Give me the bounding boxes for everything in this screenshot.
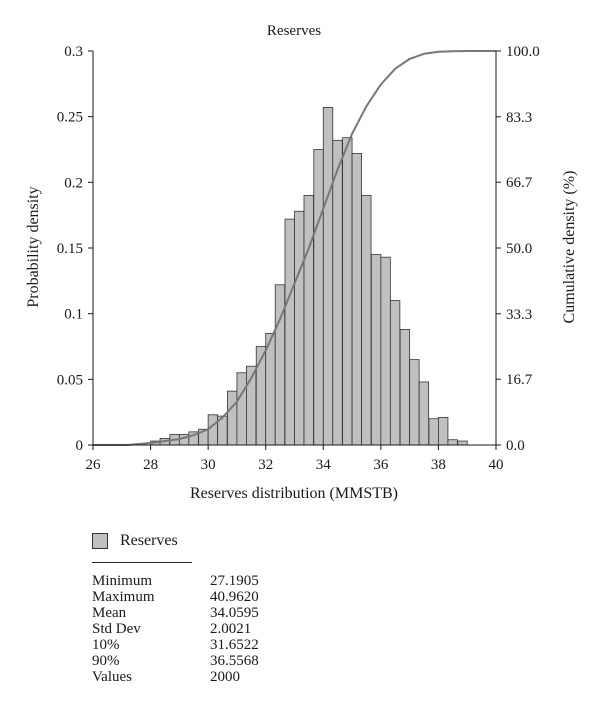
stat-row: 10% 31.6522 <box>92 637 259 653</box>
y-axis-label: Probability density <box>25 186 42 307</box>
histogram-bar-6 <box>207 414 219 446</box>
y2-tick-label-5: 83.3 <box>506 110 532 126</box>
x-tick-label-2: 30 <box>201 457 216 473</box>
x-tick-label-3: 32 <box>258 457 273 473</box>
chart-title: Reserves <box>267 23 321 39</box>
x-tick-label-6: 38 <box>431 457 446 473</box>
y-tick-label-5: 0.25 <box>57 110 83 126</box>
stat-value: 40.9620 <box>210 589 259 605</box>
chart-area: Reserves 26 28 30 32 34 36 38 40 0 0.05 0.1 0.15 0.2… <box>25 23 578 502</box>
stat-name: 10% <box>92 637 120 653</box>
stat-value: 31.6522 <box>210 637 259 653</box>
stat-row: Values 2000 <box>92 669 259 685</box>
histogram-bar-20 <box>342 137 353 446</box>
y2-tick-label-0: 0.0 <box>506 438 525 454</box>
histogram-bar-28 <box>418 381 430 446</box>
stat-name: Std Dev <box>92 621 141 637</box>
histogram-bar-16 <box>303 195 314 446</box>
cumulative-density-line <box>93 50 496 446</box>
histogram-bar-23 <box>370 254 382 446</box>
histogram-bar-9 <box>236 372 247 446</box>
legend-stats-panel: Reserves Minimum 27.1905 Maximum 40.9620… <box>92 528 332 685</box>
stat-name: Mean <box>92 605 127 621</box>
y2-tick-label-4: 66.7 <box>506 175 533 191</box>
histogram-chart: Reserves 26 28 30 32 34 36 38 40 0 0.05 0.1 0.15 0.2… <box>25 23 578 502</box>
histogram-bar-31 <box>447 439 458 446</box>
histogram-bar-22 <box>361 195 372 446</box>
histogram-bar-17 <box>313 149 324 446</box>
stat-name: Values <box>92 669 132 685</box>
histogram-bar-26 <box>399 329 411 446</box>
legend: Reserves <box>92 528 332 554</box>
histogram-bar-32 <box>457 440 468 446</box>
histogram-bar-30 <box>438 417 449 446</box>
stat-row: 90% 36.5568 <box>92 653 259 669</box>
axes-layer: 26 28 30 32 34 36 38 40 0 0.05 0.1 0.15 0.2 0.25 0.3 0.… <box>57 44 540 473</box>
stat-name: 90% <box>92 653 120 669</box>
histogram-bar-15 <box>294 210 305 446</box>
stat-value: 36.5568 <box>210 653 259 669</box>
x-tick-label-5: 36 <box>373 457 389 473</box>
x-tick-label-7: 40 <box>489 457 504 473</box>
y2-axis-label: Cumulative density (%) <box>561 171 578 324</box>
stats-table: Minimum 27.1905 Maximum 40.9620 Mean 34.… <box>92 573 259 685</box>
y-tick-label-2: 0.1 <box>64 307 83 323</box>
y2-tick-label-6: 100.0 <box>506 44 540 60</box>
y-tick-label-0: 0 <box>76 438 84 454</box>
stat-name: Maximum <box>92 589 155 605</box>
y-tick-label-6: 0.3 <box>64 44 83 60</box>
x-tick-label-1: 28 <box>143 457 158 473</box>
stat-row: Minimum 27.1905 <box>92 573 259 589</box>
stat-value: 2.0021 <box>210 621 252 637</box>
histogram-bar-24 <box>380 256 391 446</box>
stat-value: 2000 <box>210 669 240 685</box>
histogram-bar-25 <box>389 300 401 446</box>
x-axis-label: Reserves distribution (MMSTB) <box>190 485 398 502</box>
bars-layer <box>150 107 468 446</box>
cumulative-line-layer <box>93 50 496 446</box>
y-tick-label-1: 0.05 <box>57 372 83 388</box>
histogram-bar-14 <box>284 218 295 446</box>
stat-row: Mean 34.0595 <box>92 605 259 621</box>
stat-value: 34.0595 <box>210 605 259 621</box>
histogram-bar-27 <box>409 359 420 446</box>
x-tick-label-0: 26 <box>86 457 102 473</box>
legend-label: Reserves <box>120 532 178 549</box>
y-tick-label-4: 0.2 <box>64 175 83 191</box>
x-tick-label-4: 34 <box>316 457 332 473</box>
stat-row: Maximum 40.9620 <box>92 589 259 605</box>
y-tick-label-3: 0.15 <box>57 241 83 257</box>
stat-name: Minimum <box>92 573 153 589</box>
histogram-bar-8 <box>227 390 238 446</box>
legend-divider <box>92 562 192 563</box>
histogram-bar-21 <box>351 153 362 446</box>
y2-tick-label-2: 33.3 <box>506 307 532 323</box>
legend-swatch <box>92 533 108 549</box>
stat-value: 27.1905 <box>210 573 259 589</box>
y2-tick-label-3: 50.0 <box>506 241 532 257</box>
histogram-bar-12 <box>265 332 276 446</box>
stat-row: Std Dev 2.0021 <box>92 621 259 637</box>
histogram-bar-18 <box>322 107 334 446</box>
y2-tick-label-1: 16.7 <box>506 372 533 388</box>
histogram-bar-29 <box>428 418 439 446</box>
histogram-bar-19 <box>332 139 343 446</box>
